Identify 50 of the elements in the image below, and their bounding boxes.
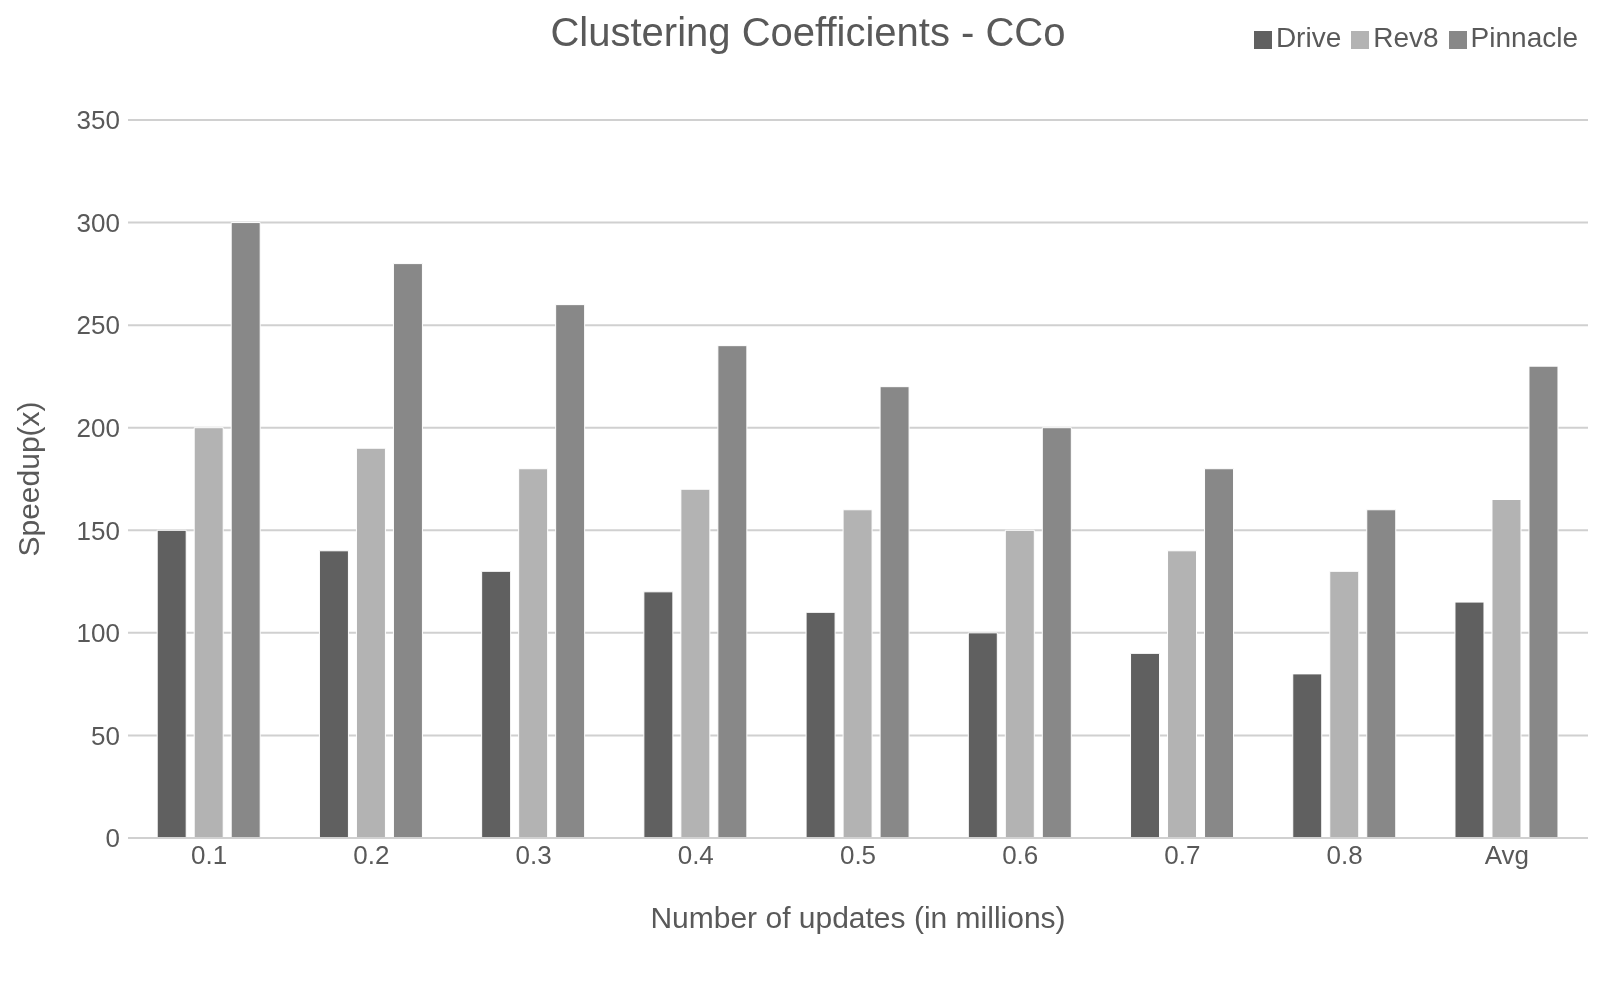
x-tick-label: 0.2 (353, 840, 390, 871)
chart-title: Clustering Coefficients - CCo (550, 10, 1066, 54)
bar (1329, 570, 1360, 838)
bar (481, 570, 512, 838)
y-tick-label: 0 (105, 823, 120, 854)
bar (1041, 427, 1072, 838)
x-tick-label: 0.4 (677, 840, 714, 871)
y-tick-label: 50 (91, 720, 120, 751)
bar (1454, 601, 1485, 838)
y-tick-label: 200 (76, 412, 120, 443)
bar (680, 488, 711, 838)
bar (805, 611, 836, 838)
bar (1167, 550, 1198, 838)
y-tick-label: 150 (76, 515, 120, 546)
bar (230, 222, 261, 838)
bar (717, 345, 748, 838)
y-tick-label: 250 (76, 310, 120, 341)
bar (879, 386, 910, 838)
x-tick-label: 0.7 (1164, 840, 1201, 871)
bar (555, 304, 586, 838)
bar (156, 529, 187, 838)
bar (1004, 529, 1035, 838)
bar (1130, 652, 1161, 838)
bar (1204, 468, 1235, 838)
bar (392, 263, 423, 838)
bar (355, 447, 386, 838)
x-tick-label: 0.6 (1002, 840, 1039, 871)
x-tick-label: 0.5 (839, 840, 877, 871)
y-tick-label: 100 (76, 618, 120, 649)
bar (193, 427, 224, 838)
bar (967, 632, 998, 838)
y-tick-label: 300 (76, 207, 120, 238)
x-axis-title: Number of updates (in millions) (650, 901, 1066, 934)
x-tick-label: Avg (1484, 840, 1530, 871)
bar (643, 591, 674, 838)
legend-label: Rev8 (1373, 22, 1439, 53)
bar (1366, 509, 1397, 838)
bar (1528, 365, 1559, 838)
x-tick-label: 0.1 (191, 840, 228, 871)
bar (1491, 499, 1522, 838)
legend-label: Pinnacle (1470, 22, 1578, 53)
y-axis-title: Speedup(x) (11, 401, 45, 557)
x-tick-label: 0.8 (1326, 840, 1363, 871)
x-tick-label: 0.3 (515, 840, 552, 871)
bar (318, 550, 349, 838)
y-tick-label: 350 (76, 105, 120, 136)
bar (1292, 673, 1323, 838)
legend-label: Drive (1275, 22, 1342, 53)
bar (518, 468, 549, 838)
bar (842, 509, 873, 838)
